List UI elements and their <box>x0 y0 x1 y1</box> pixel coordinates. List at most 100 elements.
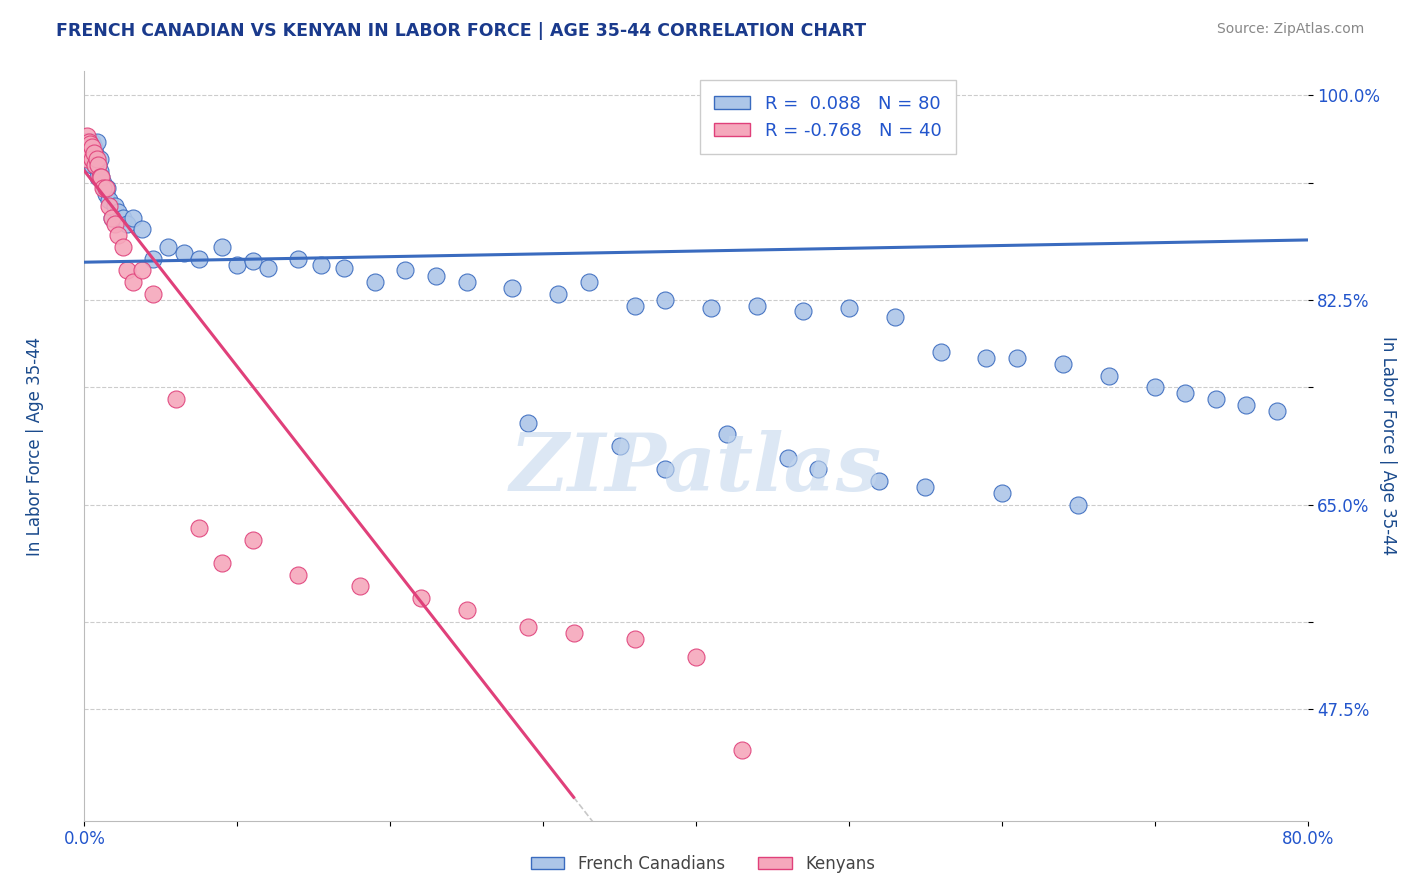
Point <box>287 567 309 582</box>
Point <box>211 556 233 570</box>
Point <box>929 345 952 359</box>
Text: In Labor Force | Age 35-44: In Labor Force | Age 35-44 <box>27 336 44 556</box>
Point <box>122 275 145 289</box>
Point <box>89 152 111 166</box>
Point <box>115 217 138 231</box>
Point <box>456 603 478 617</box>
Point <box>547 286 569 301</box>
Point <box>226 258 249 272</box>
Y-axis label: In Labor Force | Age 35-44: In Labor Force | Age 35-44 <box>1379 336 1398 556</box>
Point <box>188 521 211 535</box>
Point <box>257 261 280 276</box>
Point <box>792 304 814 318</box>
Point <box>80 152 103 166</box>
Point <box>80 140 103 154</box>
Point <box>104 199 127 213</box>
Point <box>364 275 387 289</box>
Point <box>86 152 108 166</box>
Point <box>869 474 891 488</box>
Point <box>76 140 98 154</box>
Point <box>165 392 187 407</box>
Point <box>96 181 118 195</box>
Point <box>1098 368 1121 383</box>
Point <box>1143 380 1166 394</box>
Point <box>654 293 676 307</box>
Point <box>516 620 538 634</box>
Point <box>79 135 101 149</box>
Text: ZIPatlas: ZIPatlas <box>510 430 882 508</box>
Text: FRENCH CANADIAN VS KENYAN IN LABOR FORCE | AGE 35-44 CORRELATION CHART: FRENCH CANADIAN VS KENYAN IN LABOR FORCE… <box>56 22 866 40</box>
Point <box>409 591 432 606</box>
Point <box>349 580 371 594</box>
Point <box>87 158 110 172</box>
Point <box>80 135 103 149</box>
Point <box>516 416 538 430</box>
Point <box>75 135 97 149</box>
Point <box>700 301 723 315</box>
Point <box>624 298 647 313</box>
Point <box>624 632 647 647</box>
Point <box>77 140 100 154</box>
Point <box>111 240 134 254</box>
Point <box>776 450 799 465</box>
Point <box>76 135 98 149</box>
Point <box>83 146 105 161</box>
Point <box>976 351 998 366</box>
Point <box>122 211 145 225</box>
Point <box>838 301 860 315</box>
Point <box>94 187 117 202</box>
Point <box>94 181 117 195</box>
Point <box>562 626 585 640</box>
Point <box>333 261 356 276</box>
Point <box>91 181 114 195</box>
Point <box>104 217 127 231</box>
Point <box>90 169 112 184</box>
Point <box>131 263 153 277</box>
Point <box>97 193 120 207</box>
Point <box>142 286 165 301</box>
Point <box>1174 386 1197 401</box>
Point <box>1052 357 1074 371</box>
Point <box>456 275 478 289</box>
Point <box>107 205 129 219</box>
Point <box>107 228 129 243</box>
Point <box>87 169 110 184</box>
Point <box>80 152 103 166</box>
Point <box>80 158 103 172</box>
Point <box>747 298 769 313</box>
Point <box>914 480 936 494</box>
Point <box>731 743 754 757</box>
Point <box>991 485 1014 500</box>
Legend: R =  0.088   N = 80, R = -0.768   N = 40: R = 0.088 N = 80, R = -0.768 N = 40 <box>700 80 956 154</box>
Point <box>578 275 600 289</box>
Point <box>93 181 115 195</box>
Point <box>173 245 195 260</box>
Point <box>77 140 100 154</box>
Point <box>211 240 233 254</box>
Point <box>77 146 100 161</box>
Point <box>394 263 416 277</box>
Point <box>86 152 108 166</box>
Point <box>807 462 830 476</box>
Text: Source: ZipAtlas.com: Source: ZipAtlas.com <box>1216 22 1364 37</box>
Point <box>89 169 111 184</box>
Point <box>76 128 98 143</box>
Point <box>83 146 105 161</box>
Point <box>76 140 98 154</box>
Point <box>79 149 101 163</box>
Point <box>142 252 165 266</box>
Point <box>79 152 101 166</box>
Point <box>242 533 264 547</box>
Legend: French Canadians, Kenyans: French Canadians, Kenyans <box>524 848 882 880</box>
Point <box>502 281 524 295</box>
Point <box>287 252 309 266</box>
Point <box>89 164 111 178</box>
Point <box>1265 404 1288 418</box>
Point <box>83 140 105 154</box>
Point <box>101 211 124 225</box>
Point <box>84 146 107 161</box>
Point <box>115 263 138 277</box>
Point <box>75 135 97 149</box>
Point <box>188 252 211 266</box>
Point <box>87 158 110 172</box>
